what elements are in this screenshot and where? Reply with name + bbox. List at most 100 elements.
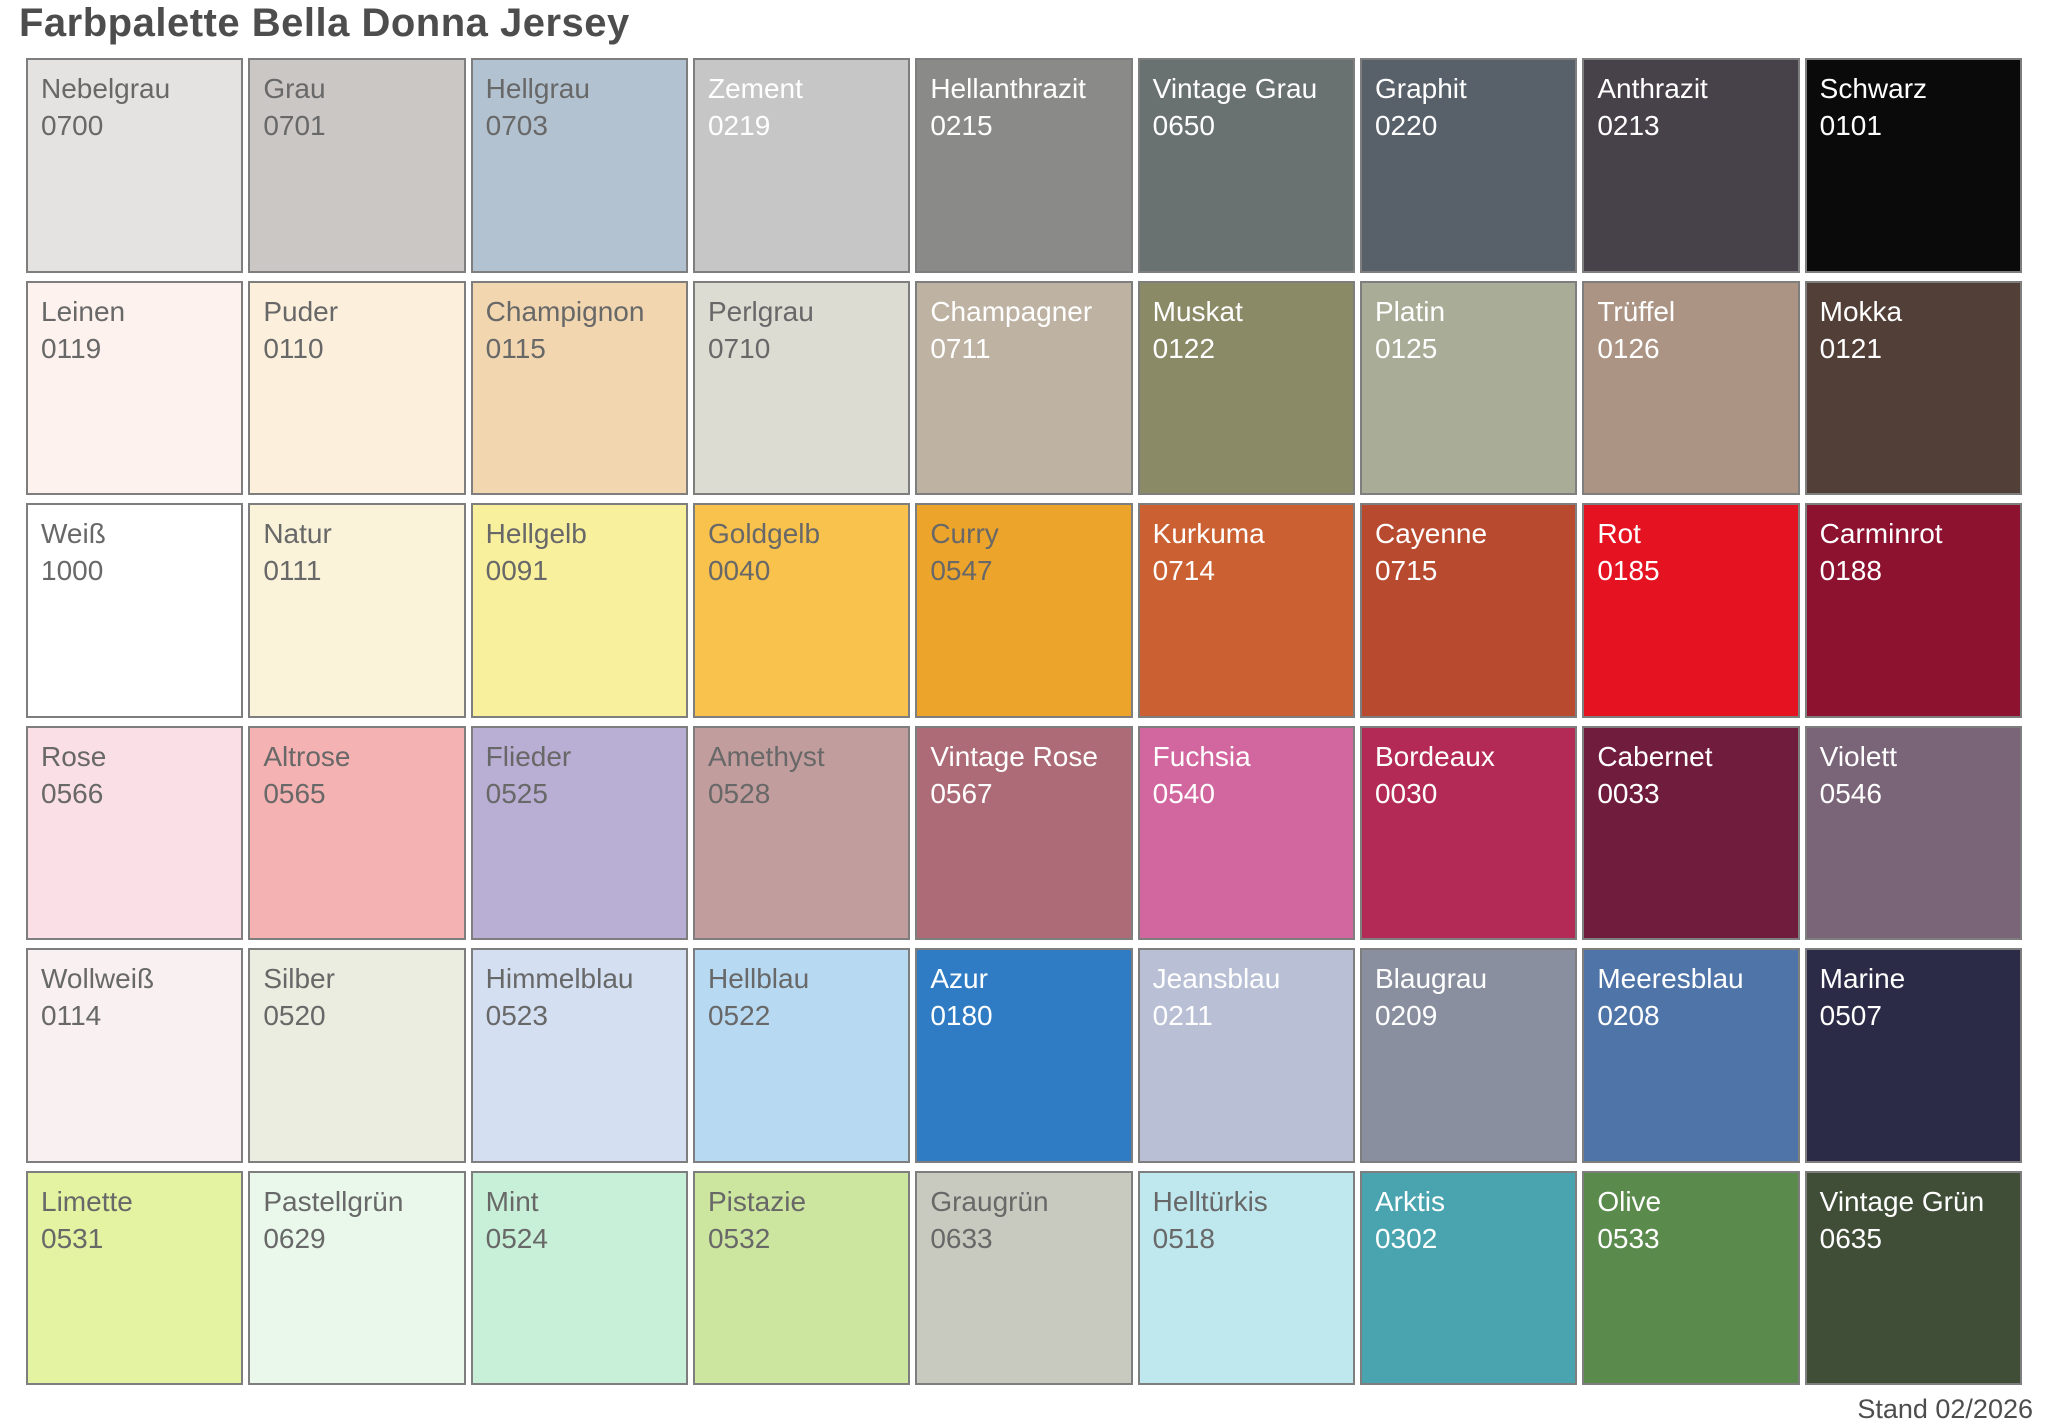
color-swatch-0547: Curry 0547 xyxy=(915,503,1133,718)
color-swatch-0101: Schwarz 0101 xyxy=(1804,58,2022,273)
color-swatch-0650: Vintage Grau 0650 xyxy=(1137,58,1355,273)
color-swatch-0520: Silber 0520 xyxy=(248,948,466,1163)
color-swatch-0633: Graugrün 0633 xyxy=(915,1170,1133,1385)
swatch-name: Weiß xyxy=(41,518,106,549)
swatch-name: Graphit xyxy=(1374,73,1467,104)
swatch-code: 0531 xyxy=(41,1222,104,1254)
color-swatch-0209: Blaugrau 0209 xyxy=(1359,948,1578,1163)
color-swatch-0525: Flieder 0525 xyxy=(470,725,688,940)
swatch-code: 0111 xyxy=(263,555,322,586)
swatch-code: 0524 xyxy=(485,1222,548,1254)
swatch-code: 0629 xyxy=(263,1222,326,1254)
color-swatch-0522: Hellblau 0522 xyxy=(692,948,911,1163)
swatch-name: Hellgrau xyxy=(485,73,590,104)
swatch-name: Mint xyxy=(485,1185,539,1217)
swatch-code: 0122 xyxy=(1152,332,1215,364)
color-swatch-1000: Weiß 1000 xyxy=(26,503,244,718)
swatch-name: Platin xyxy=(1374,295,1446,327)
color-swatch-0122: Muskat 0122 xyxy=(1137,280,1355,495)
swatch-code: 0121 xyxy=(1819,332,1882,364)
swatch-name: Anthrazit xyxy=(1597,73,1708,104)
color-swatch-0091: Hellgelb 0091 xyxy=(470,503,688,718)
swatch-name: Champagner xyxy=(930,295,1093,327)
swatch-name: Leinen xyxy=(41,295,126,327)
swatch-code: 0635 xyxy=(1819,1222,1882,1254)
swatch-code: 0040 xyxy=(707,555,771,586)
swatch-name: Marine xyxy=(1819,963,1906,994)
swatch-name: Pastellgrün xyxy=(263,1185,404,1217)
swatch-code: 0219 xyxy=(707,110,771,141)
swatch-name: Puder xyxy=(263,295,339,327)
swatch-code: 0567 xyxy=(930,777,993,809)
swatch-code: 0125 xyxy=(1374,332,1438,364)
swatch-name: Champignon xyxy=(485,295,645,327)
color-swatch-0715: Cayenne 0715 xyxy=(1359,503,1578,718)
swatch-name: Bordeaux xyxy=(1374,740,1495,772)
swatch-code: 0209 xyxy=(1374,1000,1438,1031)
color-swatch-0524: Mint 0524 xyxy=(470,1170,688,1385)
swatch-code: 0546 xyxy=(1819,777,1882,809)
swatch-code: 0700 xyxy=(41,110,104,141)
swatch-code: 0126 xyxy=(1597,332,1660,364)
color-swatch-0546: Violett 0546 xyxy=(1804,725,2022,940)
swatch-code: 0701 xyxy=(263,110,326,141)
color-swatch-0114: Wollweiß 0114 xyxy=(26,948,244,1163)
swatch-code: 0566 xyxy=(41,777,104,809)
color-swatch-0540: Fuchsia 0540 xyxy=(1137,725,1355,940)
swatch-name: Flieder xyxy=(485,740,572,772)
color-swatch-0567: Vintage Rose 0567 xyxy=(915,725,1133,940)
swatch-code: 0180 xyxy=(930,1000,993,1031)
swatch-code: 0114 xyxy=(41,1000,102,1031)
swatch-code: 0522 xyxy=(707,1000,771,1031)
swatch-code: 0030 xyxy=(1374,777,1438,809)
color-swatch-0110: Puder 0110 xyxy=(248,280,466,495)
swatch-name: Goldgelb xyxy=(707,518,821,549)
revision-date-label: Stand 02/2026 xyxy=(1857,1394,2033,1424)
color-swatch-0714: Kurkuma 0714 xyxy=(1137,503,1355,718)
color-swatch-0211: Jeansblau 0211 xyxy=(1137,948,1355,1163)
color-swatch-0701: Grau 0701 xyxy=(248,58,466,273)
swatch-code: 0188 xyxy=(1819,555,1882,586)
swatch-name: Rot xyxy=(1597,518,1641,549)
swatch-code: 0208 xyxy=(1597,1000,1660,1031)
color-swatch-0710: Perlgrau 0710 xyxy=(692,280,911,495)
swatch-code: 0540 xyxy=(1152,777,1215,809)
swatch-name: Trüffel xyxy=(1597,295,1676,327)
color-swatch-0188: Carminrot 0188 xyxy=(1804,503,2022,718)
swatch-code: 0518 xyxy=(1152,1222,1215,1254)
swatch-name: Schwarz xyxy=(1819,73,1928,104)
swatch-code: 0710 xyxy=(707,332,771,364)
swatch-name: Carminrot xyxy=(1819,518,1943,549)
swatch-name: Rose xyxy=(41,740,107,772)
swatch-name: Hellgelb xyxy=(485,518,587,549)
swatch-code: 0714 xyxy=(1152,555,1215,586)
color-swatch-0215: Hellanthrazit 0215 xyxy=(915,58,1133,273)
swatch-name: Meeresblau xyxy=(1597,963,1744,994)
swatch-name: Violett xyxy=(1819,740,1897,772)
swatch-name: Pistazie xyxy=(707,1185,807,1217)
swatch-code: 0115 xyxy=(485,332,546,364)
swatch-name: Mokka xyxy=(1819,295,1903,327)
swatch-code: 0547 xyxy=(930,555,993,586)
color-swatch-0220: Graphit 0220 xyxy=(1359,58,1578,273)
color-swatch-0703: Hellgrau 0703 xyxy=(470,58,688,273)
swatch-name: Hellanthrazit xyxy=(930,73,1086,104)
color-swatch-0507: Marine 0507 xyxy=(1804,948,2022,1163)
color-swatch-0115: Champignon 0115 xyxy=(470,280,688,495)
swatch-code: 0520 xyxy=(263,1000,326,1031)
swatch-code: 0703 xyxy=(485,110,548,141)
swatch-name: Wollweiß xyxy=(41,963,155,994)
color-swatch-0119: Leinen 0119 xyxy=(26,280,244,495)
swatch-name: Grau xyxy=(263,73,326,104)
swatch-code: 0110 xyxy=(263,332,324,364)
color-swatch-0528: Amethyst 0528 xyxy=(692,725,911,940)
color-swatch-0030: Bordeaux 0030 xyxy=(1359,725,1578,940)
color-swatch-0125: Platin 0125 xyxy=(1359,280,1578,495)
color-swatch-0533: Olive 0533 xyxy=(1582,1170,1800,1385)
color-swatch-0635: Vintage Grün 0635 xyxy=(1804,1170,2022,1385)
swatch-code: 0185 xyxy=(1597,555,1660,586)
swatch-code: 0633 xyxy=(930,1222,993,1254)
swatch-name: Fuchsia xyxy=(1152,740,1251,772)
swatch-code: 0532 xyxy=(707,1222,771,1254)
swatch-code: 0507 xyxy=(1819,1000,1882,1031)
